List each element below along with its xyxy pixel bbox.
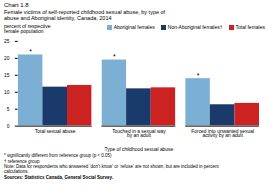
svg-text:10: 10	[4, 90, 10, 95]
svg-text:Total sexual abuse: Total sexual abuse	[35, 129, 76, 134]
html-text:Female victims of self-reporte: Female victims of self-reported childhoo…	[4, 8, 166, 22]
svg-text:Touched in a sexual wayby an a: Touched in a sexual wayby an adult	[112, 129, 166, 139]
svg-text:15: 15	[4, 73, 10, 78]
html-text:Sources: Statistics Canada, Ge: Sources: Statistics Canada, General Soci…	[4, 174, 113, 180]
svg-text:Type of childhood sexual abuse: Type of childhood sexual abuse	[105, 147, 174, 152]
html-text:calculations.: calculations.	[4, 169, 29, 175]
svg-text:*: *	[113, 53, 116, 60]
html-text:Aboriginal females: Aboriginal females	[113, 23, 155, 30]
svg-text:*: *	[29, 48, 32, 55]
svg-text:5: 5	[7, 107, 10, 112]
svg-text:20: 20	[4, 56, 10, 61]
html-text:† reference group: † reference group	[4, 158, 40, 164]
html-text:Total females: Total females	[235, 23, 265, 30]
svg-text:*: *	[197, 72, 200, 79]
svg-text:Forced into unwanted sexualact: Forced into unwanted sexualactivity by a…	[191, 129, 254, 139]
html-text:Non-Aboriginal females†: Non-Aboriginal females†	[167, 23, 223, 30]
html-text:percent of respective female p: percent of respective female population	[4, 22, 51, 35]
html-text:Note: Data for respondents who: Note: Data for respondents who answered …	[4, 164, 219, 169]
svg-text:25: 25	[4, 39, 10, 44]
svg-text:0: 0	[7, 124, 10, 129]
html-text:Chart 1.8: Chart 1.8	[4, 2, 29, 8]
html-text:* significantly different from: * significantly different from reference…	[4, 153, 112, 159]
